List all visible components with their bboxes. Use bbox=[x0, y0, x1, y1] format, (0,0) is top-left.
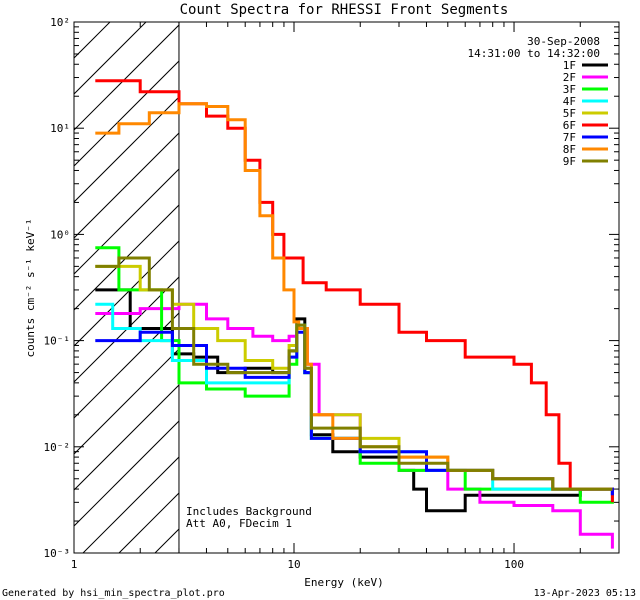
x-tick-label: 10 bbox=[287, 558, 300, 571]
legend-label-8F: 8F bbox=[563, 143, 576, 156]
footer-timestamp: 13-Apr-2023 05:13 bbox=[534, 588, 636, 599]
date-annotation: 30-Sep-2008 bbox=[527, 35, 600, 48]
y-tick-label: 10⁻² bbox=[44, 441, 71, 454]
x-axis-label: Energy (keV) bbox=[304, 576, 383, 589]
x-tick-label: 1 bbox=[71, 558, 78, 571]
plot-frame bbox=[73, 21, 620, 554]
series-9F-line bbox=[95, 256, 613, 491]
legend-label-5F: 5F bbox=[563, 107, 576, 120]
legend-label-4F: 4F bbox=[563, 95, 576, 108]
axis-ticks: 1 10 100 10⁻³ 10⁻² 10⁻¹ 10⁰ 10¹ 10² bbox=[44, 16, 620, 571]
legend-label-1F: 1F bbox=[563, 59, 576, 72]
x-tick-label: 100 bbox=[504, 558, 524, 571]
legend-label-2F: 2F bbox=[563, 71, 576, 84]
attenuator-note: Att A0, FDecim 1 bbox=[186, 517, 292, 530]
y-tick-label: 10⁻¹ bbox=[44, 335, 71, 348]
legend-label-6F: 6F bbox=[563, 119, 576, 132]
y-tick-label: 10² bbox=[50, 16, 70, 29]
background-note: Includes Background bbox=[186, 505, 312, 518]
legend-label-7F: 7F bbox=[563, 131, 576, 144]
legend-label-3F: 3F bbox=[563, 83, 576, 96]
footer-generated-by: Generated by hsi_min_spectra_plot.pro bbox=[2, 588, 225, 599]
y-tick-label: 10⁻³ bbox=[44, 547, 71, 560]
y-tick-label: 10⁰ bbox=[50, 228, 70, 241]
series-layer bbox=[95, 22, 614, 553]
series-8F-line bbox=[95, 102, 613, 491]
chart-title: Count Spectra for RHESSI Front Segments bbox=[180, 2, 509, 18]
hatched-excluded-region bbox=[74, 22, 179, 553]
y-axis-label: counts cm⁻² s⁻¹ keV⁻¹ bbox=[24, 218, 37, 357]
time-range-annotation: 14:31:00 to 14:32:00 bbox=[468, 47, 600, 60]
y-tick-label: 10¹ bbox=[50, 122, 70, 135]
legend-label-9F: 9F bbox=[563, 155, 576, 168]
series-3F-line bbox=[95, 246, 614, 504]
